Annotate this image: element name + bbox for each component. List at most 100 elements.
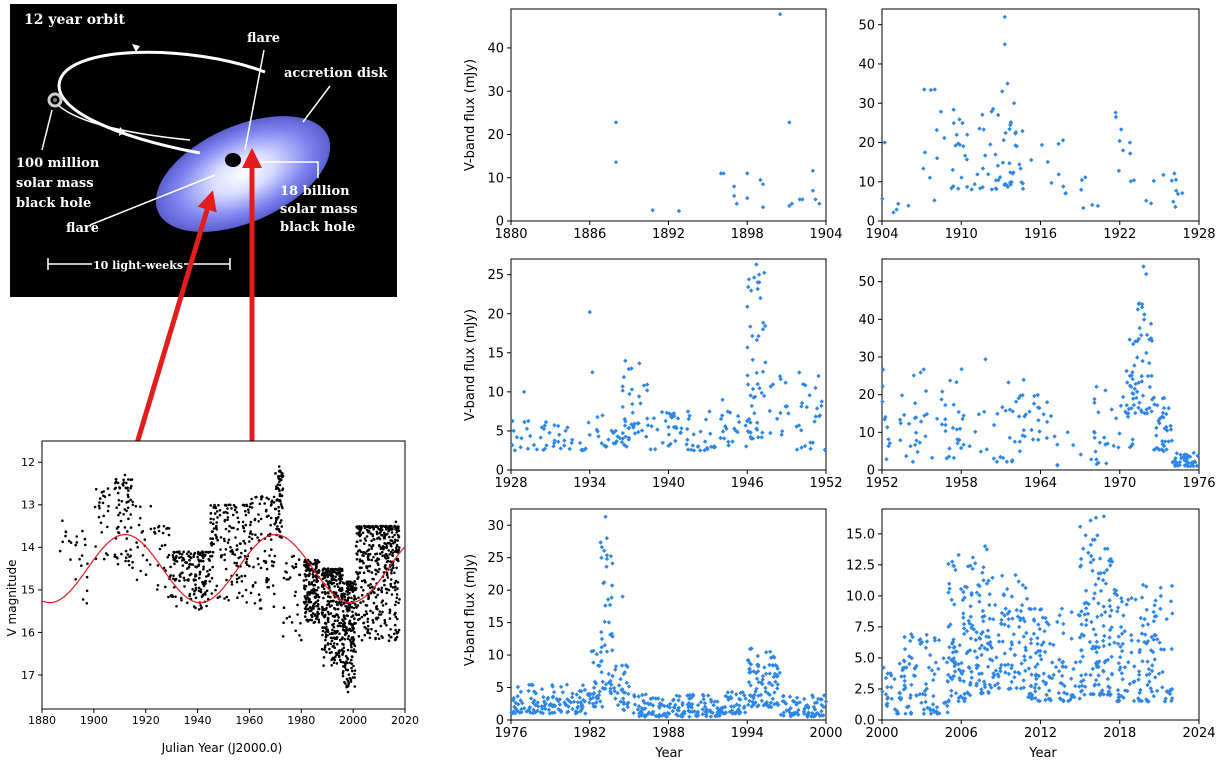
data-point xyxy=(1118,624,1124,630)
data-point xyxy=(755,381,760,387)
data-point xyxy=(273,554,277,558)
data-point xyxy=(760,369,766,374)
data-point xyxy=(307,581,311,584)
data-point xyxy=(610,673,615,679)
data-point xyxy=(1035,641,1040,647)
data-point xyxy=(81,529,84,533)
data-point xyxy=(986,578,991,583)
data-point xyxy=(340,649,343,652)
data-point xyxy=(1093,677,1099,683)
data-point xyxy=(380,634,383,638)
data-point xyxy=(1005,662,1011,667)
data-point xyxy=(1026,666,1032,671)
data-point xyxy=(997,175,1003,180)
data-point xyxy=(1037,405,1042,411)
data-point xyxy=(509,710,514,715)
data-point xyxy=(1084,606,1089,611)
data-point xyxy=(897,417,903,422)
data-point xyxy=(352,639,355,642)
data-point xyxy=(310,581,314,584)
data-point xyxy=(611,685,617,691)
data-point xyxy=(547,430,552,435)
data-point xyxy=(1020,181,1025,186)
data-point xyxy=(557,432,562,437)
data-point xyxy=(967,648,973,653)
data-point xyxy=(74,543,77,547)
data-point xyxy=(993,668,999,673)
data-point xyxy=(293,594,297,598)
data-point xyxy=(194,574,198,577)
data-point xyxy=(371,585,374,589)
data-point xyxy=(346,583,349,587)
data-point xyxy=(1120,148,1126,153)
data-point xyxy=(1131,391,1136,396)
data-point xyxy=(725,409,730,414)
data-point xyxy=(1125,380,1130,385)
large-black-hole xyxy=(225,153,241,167)
data-point xyxy=(343,598,347,601)
data-point xyxy=(682,711,687,716)
data-point xyxy=(145,558,149,562)
data-point xyxy=(233,508,237,512)
data-point xyxy=(210,544,213,547)
data-point xyxy=(292,566,296,570)
data-point xyxy=(998,669,1003,674)
data-point xyxy=(945,710,950,715)
data-point xyxy=(1169,698,1174,704)
data-point xyxy=(245,601,248,604)
data-point xyxy=(1001,138,1006,143)
data-point xyxy=(604,553,610,558)
data-point xyxy=(332,581,336,585)
data-point xyxy=(981,127,986,132)
data-point xyxy=(362,621,365,625)
data-point xyxy=(299,622,302,625)
data-point xyxy=(312,570,315,574)
data-point xyxy=(789,201,795,206)
data-point xyxy=(983,357,988,362)
data-point xyxy=(645,388,650,393)
x-tick-label: 1994 xyxy=(731,726,764,741)
data-point xyxy=(1019,602,1025,608)
y-tick-label: 10 xyxy=(858,426,875,441)
data-point xyxy=(1017,671,1022,676)
data-point xyxy=(1111,443,1116,449)
data-point xyxy=(976,582,981,588)
data-point xyxy=(579,702,584,707)
data-point xyxy=(1031,631,1037,636)
data-point xyxy=(172,556,175,559)
data-point xyxy=(292,554,296,558)
data-point xyxy=(230,580,234,584)
data-point xyxy=(694,712,699,717)
data-point xyxy=(302,579,306,582)
data-point xyxy=(953,691,959,696)
y-tick-label: 50 xyxy=(858,18,875,33)
data-point xyxy=(522,419,527,425)
data-point xyxy=(276,525,279,528)
data-point xyxy=(637,714,642,719)
data-point xyxy=(1009,459,1015,464)
data-point xyxy=(664,410,670,415)
data-point xyxy=(1094,457,1099,462)
data-point xyxy=(788,712,794,718)
data-point xyxy=(1166,406,1171,411)
x-tick-label: 1946 xyxy=(731,476,764,491)
data-point xyxy=(272,495,276,499)
data-point xyxy=(1164,424,1169,430)
data-point xyxy=(726,439,731,444)
data-point xyxy=(351,584,354,588)
data-point xyxy=(912,665,918,670)
data-point xyxy=(336,573,339,576)
data-point xyxy=(353,580,357,583)
data-point xyxy=(97,515,101,519)
data-point xyxy=(389,560,392,563)
data-point xyxy=(676,705,681,710)
data-point xyxy=(736,419,742,425)
data-point xyxy=(1126,660,1131,665)
data-point xyxy=(540,711,546,716)
data-point xyxy=(125,501,128,504)
data-point xyxy=(1145,373,1151,379)
data-point xyxy=(650,709,656,714)
data-point xyxy=(632,431,638,436)
data-point xyxy=(516,702,521,707)
data-point xyxy=(802,443,808,449)
